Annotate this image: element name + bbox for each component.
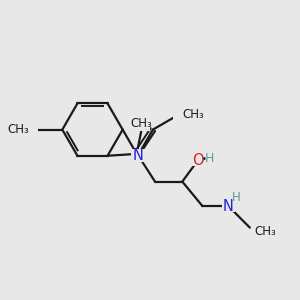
- Text: CH₃: CH₃: [182, 108, 204, 121]
- Bar: [192, 154, 204, 166]
- Text: CH₃: CH₃: [8, 123, 29, 136]
- Bar: [130, 149, 145, 162]
- Text: H: H: [204, 152, 214, 165]
- Text: CH₃: CH₃: [254, 225, 276, 238]
- Bar: [222, 200, 235, 212]
- Bar: [134, 119, 149, 130]
- Text: N: N: [132, 148, 143, 163]
- Bar: [21, 124, 38, 135]
- Text: O: O: [192, 153, 204, 168]
- Text: H: H: [232, 191, 241, 204]
- Text: CH₃: CH₃: [130, 117, 152, 130]
- Text: N: N: [223, 199, 234, 214]
- Text: •: •: [201, 155, 206, 164]
- Bar: [173, 110, 191, 120]
